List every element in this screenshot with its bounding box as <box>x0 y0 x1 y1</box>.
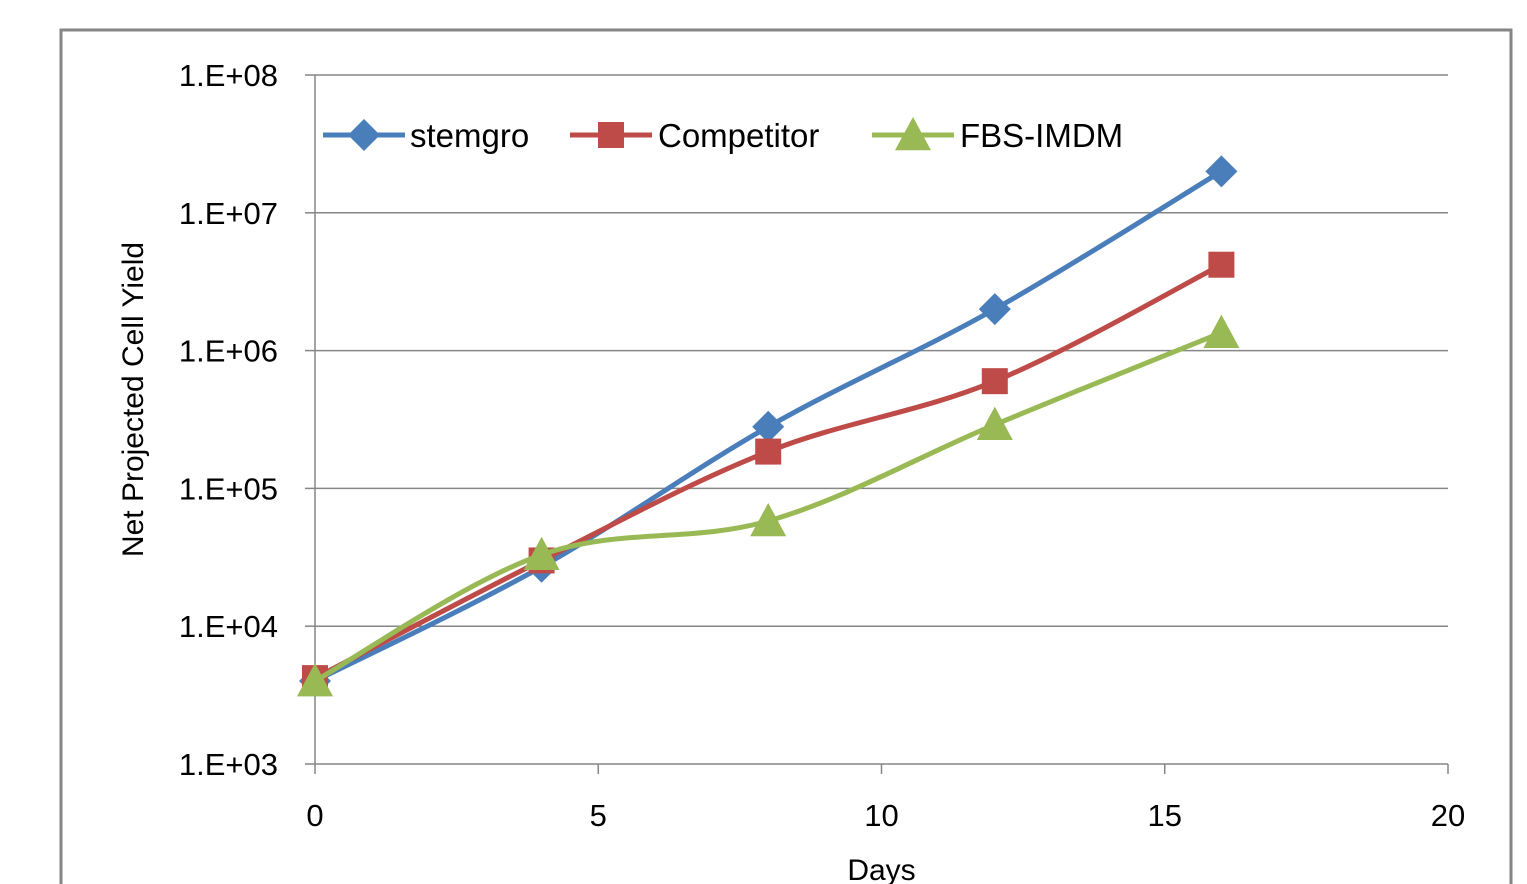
legend-marker <box>348 119 380 151</box>
series-fbs-imdm <box>297 314 1240 697</box>
legend: stemgro Competitor FBS-IMDM <box>323 117 1123 154</box>
data-point-fbs-imdm <box>750 502 787 537</box>
y-tick-label: 1.E+06 <box>179 334 278 369</box>
data-point-fbs-imdm <box>297 663 333 697</box>
x-tick-label: 15 <box>1148 798 1182 833</box>
y-axis-title: Net Projected Cell Yield <box>117 242 150 557</box>
legend-item-competitor: Competitor <box>570 117 819 154</box>
legend-label: FBS-IMDM <box>960 117 1123 154</box>
data-point-fbs-imdm <box>976 406 1013 440</box>
y-tick-label: 1.E+08 <box>179 58 278 93</box>
x-axis-title: Days <box>847 854 915 884</box>
legend-label: stemgro <box>410 117 529 154</box>
y-tick-label: 1.E+03 <box>179 747 278 782</box>
x-tick-label: 10 <box>864 798 898 833</box>
data-point-stemgro <box>752 410 785 443</box>
data-point-stemgro <box>1205 155 1238 188</box>
data-point-competitor <box>981 368 1008 395</box>
y-tick-label: 1.E+05 <box>179 471 278 506</box>
data-point-competitor <box>755 438 782 465</box>
series-layer <box>297 155 1240 698</box>
legend-label: Competitor <box>658 117 819 154</box>
data-point-stemgro <box>978 293 1011 326</box>
gridlines <box>315 74 1448 627</box>
legend-item-fbs-imdm: FBS-IMDM <box>872 117 1123 154</box>
legend-marker <box>598 122 624 148</box>
legend-marker <box>895 117 931 151</box>
legend-item-stemgro: stemgro <box>323 117 529 154</box>
axes: 1.E+03 1.E+04 1.E+05 1.E+06 1.E+07 1.E+08 0 5 10… <box>179 58 1465 833</box>
y-tick-label: 1.E+07 <box>179 196 278 231</box>
chart-area-border <box>59 28 1513 884</box>
data-point-competitor <box>1208 251 1235 278</box>
x-tick-label: 0 <box>306 798 323 833</box>
x-tick-label: 5 <box>590 798 607 833</box>
x-tick-label: 20 <box>1431 798 1465 833</box>
data-point-fbs-imdm <box>1203 314 1240 348</box>
y-tick-label: 1.E+04 <box>179 609 278 644</box>
data-point-fbs-imdm <box>523 536 560 571</box>
